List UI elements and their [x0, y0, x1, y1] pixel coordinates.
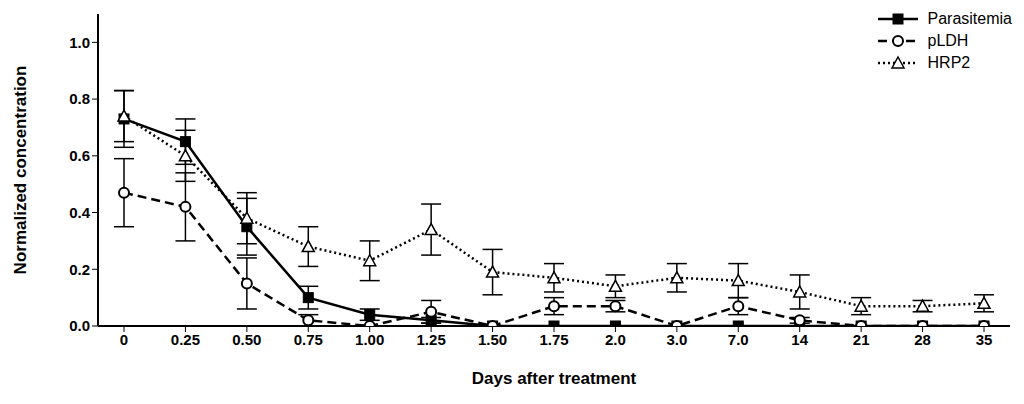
svg-text:1.75: 1.75: [539, 331, 568, 348]
svg-text:7.0: 7.0: [728, 331, 749, 348]
svg-text:0.4: 0.4: [69, 204, 91, 221]
svg-text:0.6: 0.6: [69, 147, 90, 164]
svg-text:0.50: 0.50: [232, 331, 261, 348]
html-text:HRP2: HRP2: [927, 54, 971, 71]
svg-text:21: 21: [853, 331, 870, 348]
svg-text:3.0: 3.0: [666, 331, 687, 348]
svg-text:0.2: 0.2: [69, 261, 90, 278]
svg-text:1.25: 1.25: [417, 331, 446, 348]
svg-text:1.50: 1.50: [478, 331, 507, 348]
svg-text:35: 35: [976, 331, 993, 348]
svg-text:28: 28: [914, 331, 931, 348]
svg-text:Normalized concentration: Normalized concentration: [11, 66, 30, 275]
svg-text:0: 0: [120, 331, 128, 348]
svg-text:1.00: 1.00: [355, 331, 384, 348]
html-text:pLDH: pLDH: [927, 32, 969, 49]
svg-text:Days after treatment: Days after treatment: [472, 369, 637, 388]
html-text:Parasitemia: Parasitemia: [927, 10, 1012, 27]
svg-text:1.0: 1.0: [69, 34, 90, 51]
svg-text:0.75: 0.75: [294, 331, 323, 348]
svg-text:14: 14: [791, 331, 808, 348]
svg-text:0.8: 0.8: [69, 90, 90, 107]
svg-text:0.25: 0.25: [171, 331, 200, 348]
svg-text:2.0: 2.0: [605, 331, 626, 348]
svg-text:0.0: 0.0: [69, 317, 90, 334]
